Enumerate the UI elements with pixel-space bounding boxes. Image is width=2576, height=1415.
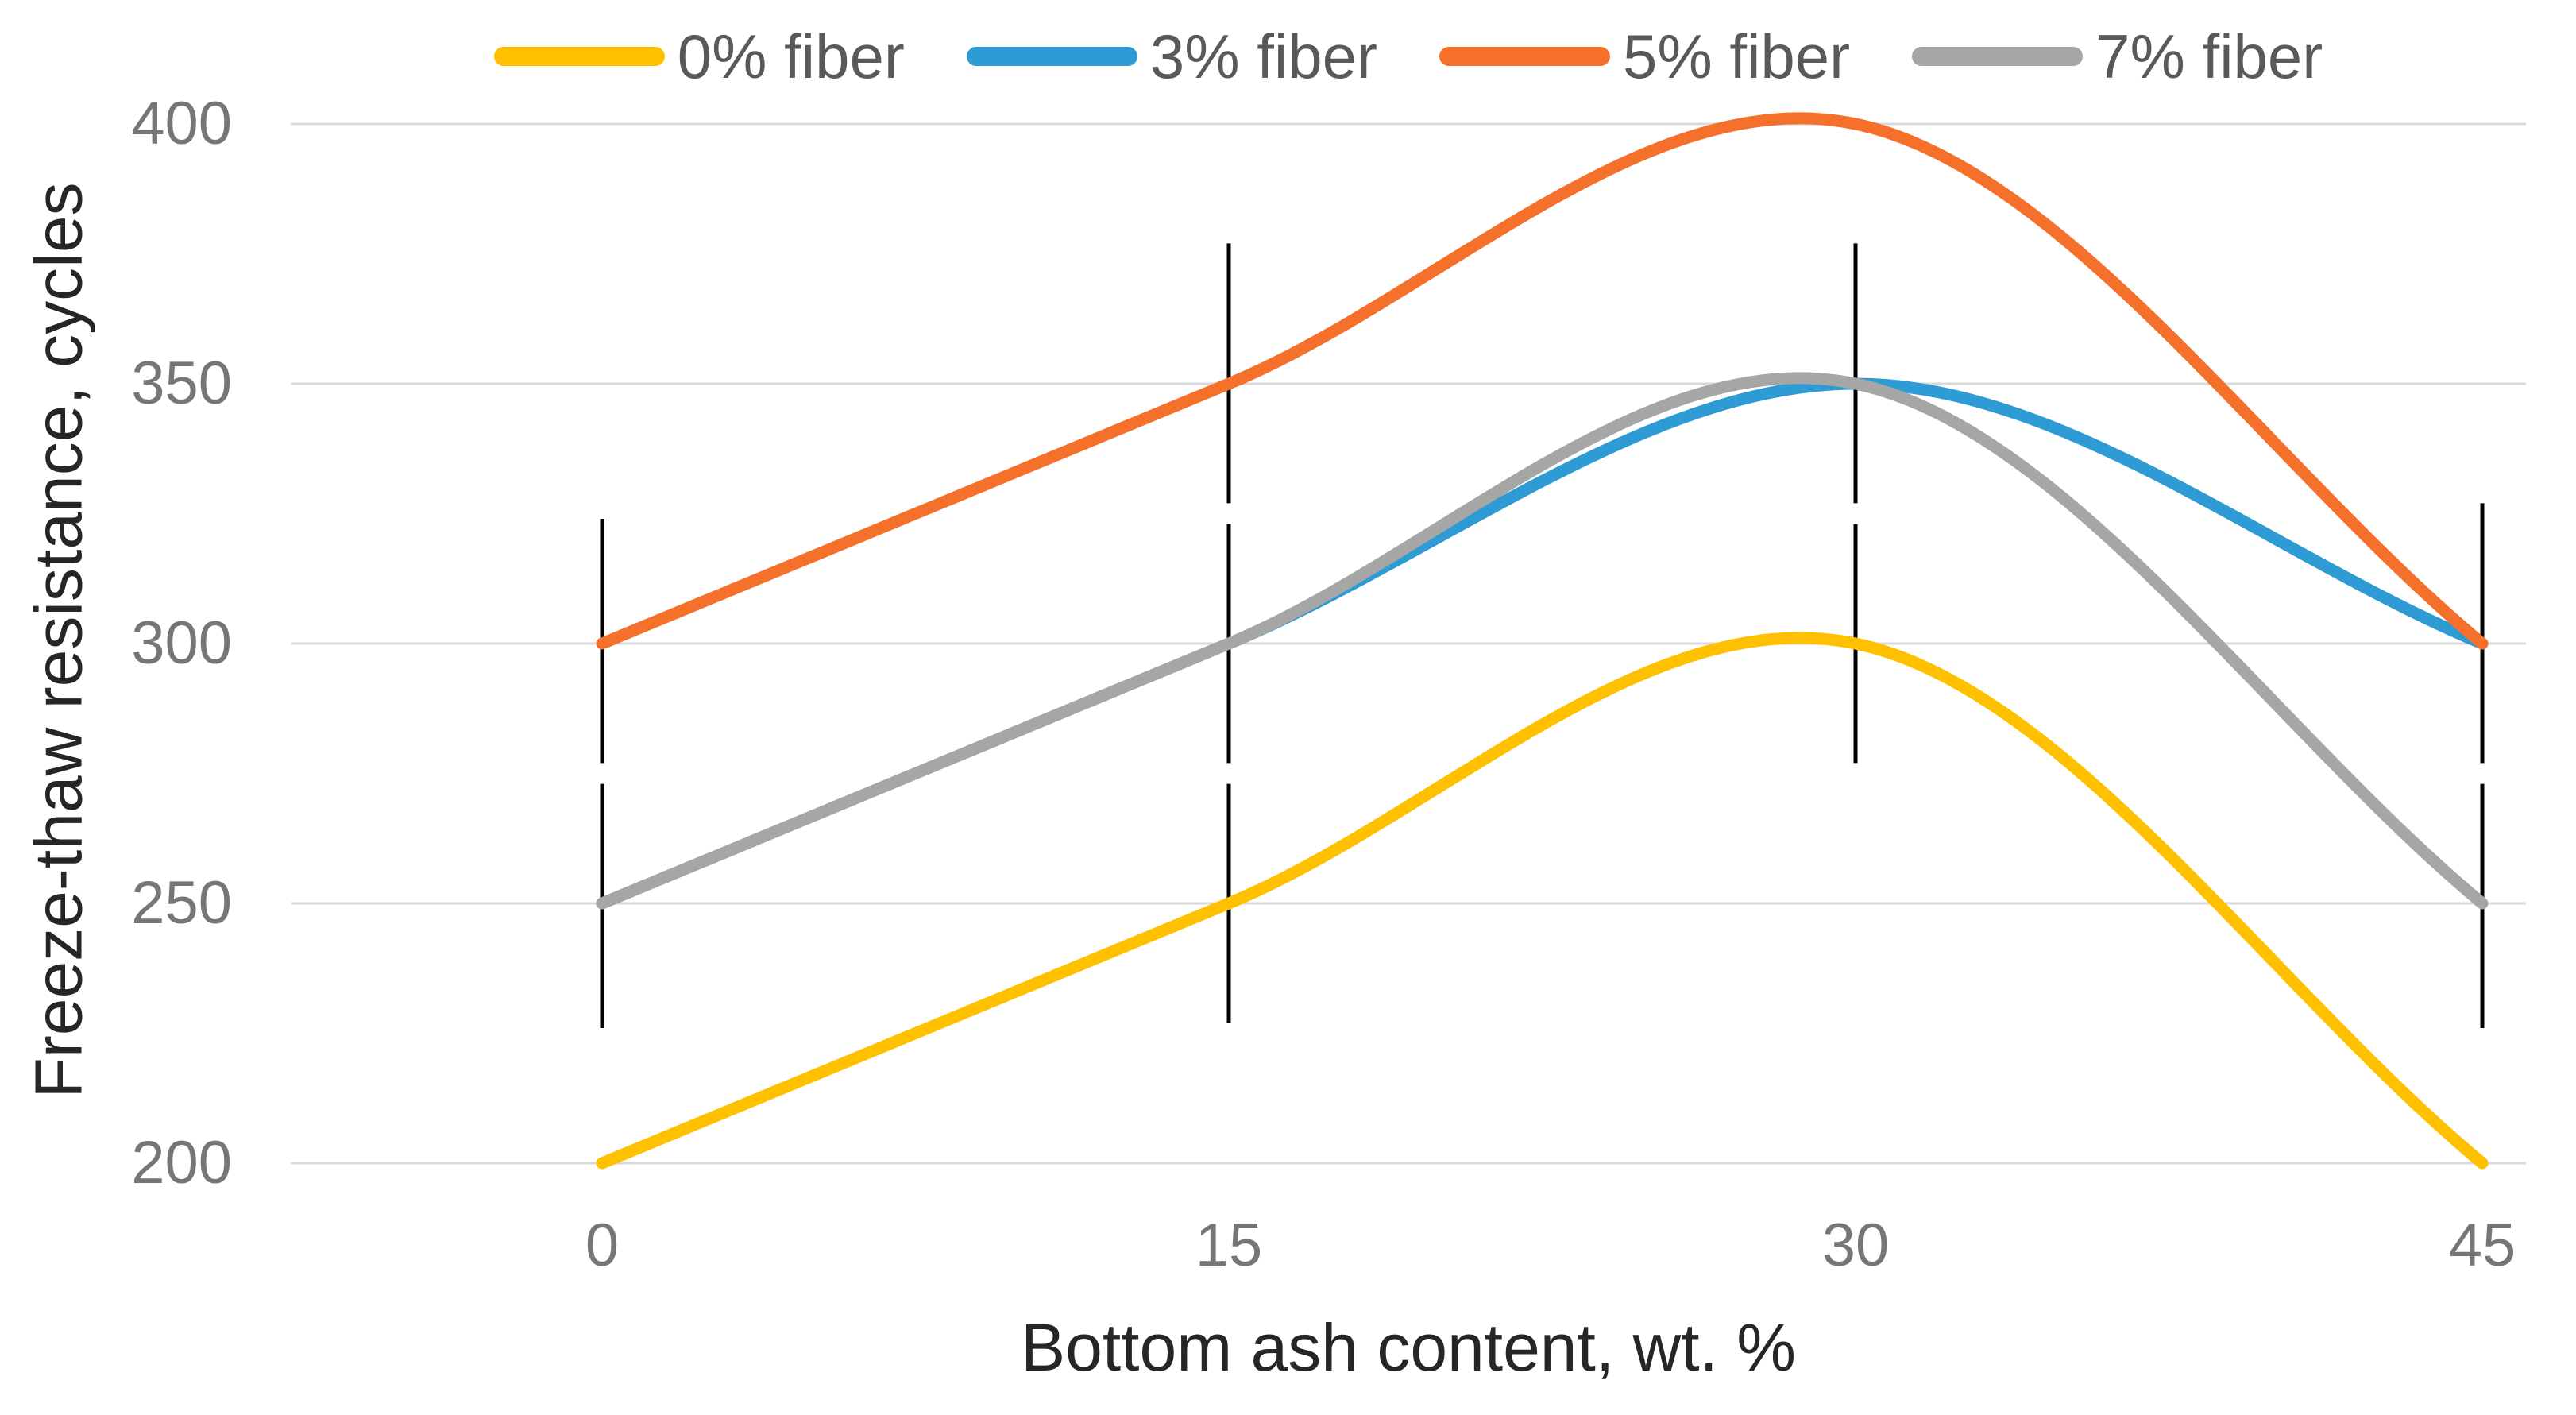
legend-label: 0% fiber (677, 21, 905, 91)
legend-swatch-icon (1439, 47, 1610, 66)
x-tick-label: 45 (2448, 1212, 2516, 1279)
legend-swatch-icon (966, 47, 1137, 66)
x-axis-title: Bottom ash content, wt. % (1021, 1310, 1796, 1385)
legend-item-5-fiber: 5% fiber (1439, 25, 1850, 87)
series-line-5-fiber (596, 112, 2489, 650)
y-tick-label: 200 (131, 1129, 232, 1197)
legend-swatch-icon (1912, 47, 2084, 66)
series-line-0-fiber (596, 632, 2489, 1170)
legend: 0% fiber 3% fiber 5% fiber 7% fiber (291, 13, 2526, 100)
legend-label: 3% fiber (1149, 21, 1377, 91)
legend-label: 5% fiber (1623, 21, 1851, 91)
legend-label: 7% fiber (2095, 21, 2323, 91)
y-tick-label: 250 (131, 869, 232, 937)
x-tick-label: 0 (585, 1212, 620, 1279)
legend-item-0-fiber: 0% fiber (493, 21, 905, 91)
y-tick-label: 350 (131, 350, 232, 417)
y-tick-label: 400 (131, 90, 232, 157)
legend-swatch-icon (493, 47, 665, 66)
x-tick-label: 30 (1821, 1212, 1890, 1279)
x-tick-label: 15 (1195, 1212, 1263, 1279)
series-line-7-fiber (596, 372, 2489, 910)
y-tick-label: 300 (131, 609, 232, 677)
legend-item-3-fiber: 3% fiber (966, 21, 1377, 91)
legend-item-7-fiber: 7% fiber (1912, 25, 2323, 87)
